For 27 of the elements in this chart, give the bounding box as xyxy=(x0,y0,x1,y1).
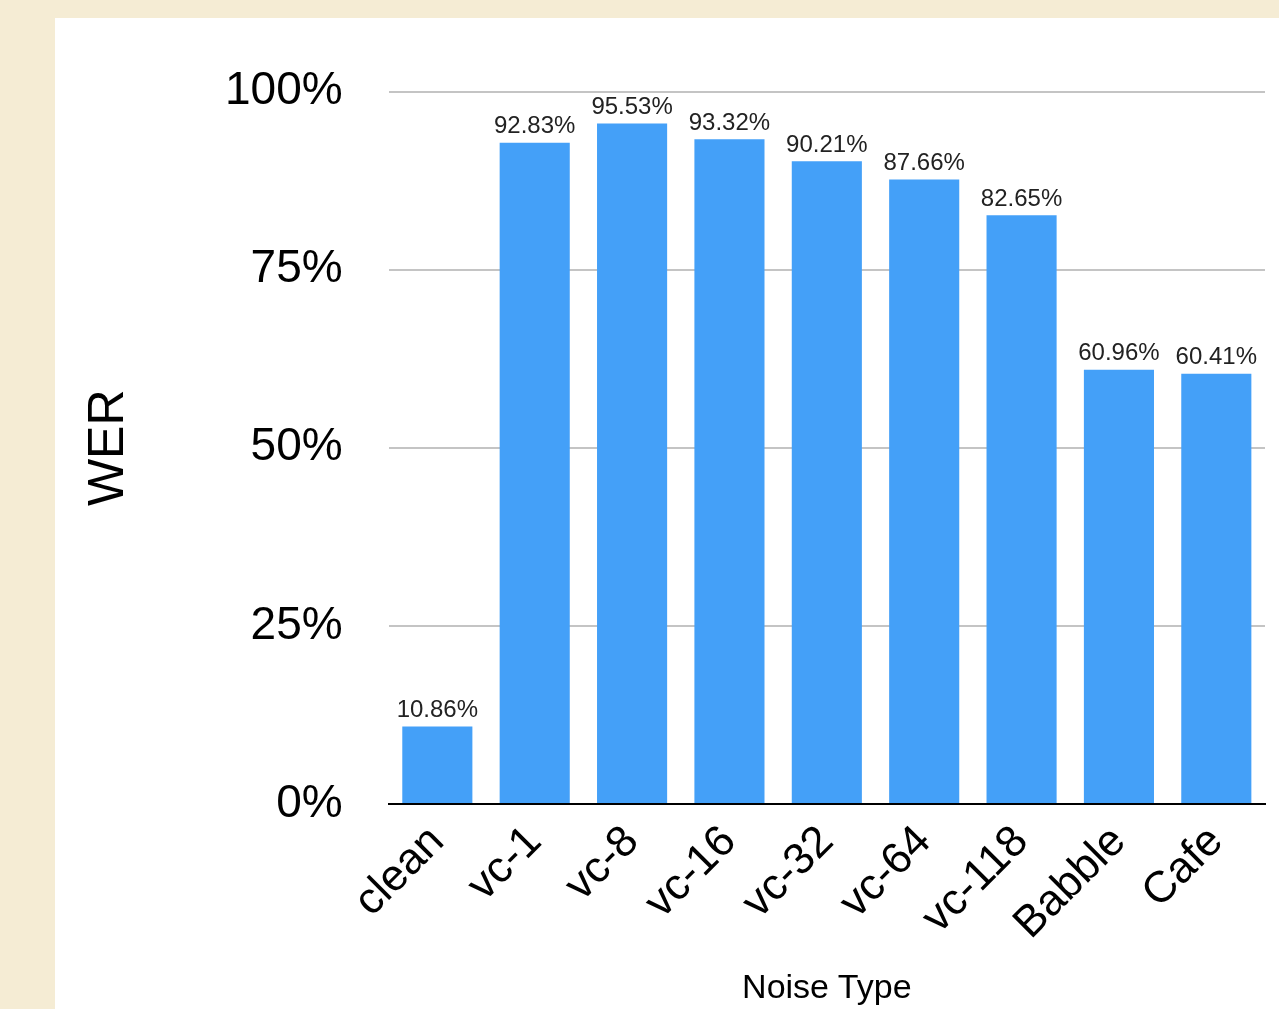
bar xyxy=(986,215,1057,803)
bar xyxy=(1083,369,1154,803)
data-label: 87.66% xyxy=(883,148,965,176)
bar xyxy=(791,161,862,803)
x-tick-label: vc-1 xyxy=(456,814,550,909)
y-tick-label: 25% xyxy=(250,596,343,649)
data-label: 60.96% xyxy=(1078,338,1160,366)
y-tick-label: 100% xyxy=(224,62,343,115)
x-tick-label: Cafe xyxy=(1130,814,1232,916)
data-label: 82.65% xyxy=(980,183,1063,211)
data-label: 90.21% xyxy=(786,129,868,157)
data-label: 93.32% xyxy=(688,107,771,135)
bar xyxy=(499,142,570,803)
x-axis-title: Noise Type xyxy=(742,966,912,1005)
bar xyxy=(889,179,960,803)
y-axis-title: WER xyxy=(77,389,134,507)
bar xyxy=(402,726,473,803)
data-label: 92.83% xyxy=(494,111,576,139)
data-label: 95.53% xyxy=(591,92,673,120)
y-tick-label: 75% xyxy=(250,240,343,293)
data-label: 10.86% xyxy=(396,695,479,723)
y-tick-label: 50% xyxy=(250,418,343,471)
y-tick-label: 0% xyxy=(276,774,343,827)
data-label: 60.41% xyxy=(1175,342,1258,370)
bar xyxy=(597,123,668,803)
bar xyxy=(1181,373,1252,803)
bar xyxy=(694,139,765,803)
